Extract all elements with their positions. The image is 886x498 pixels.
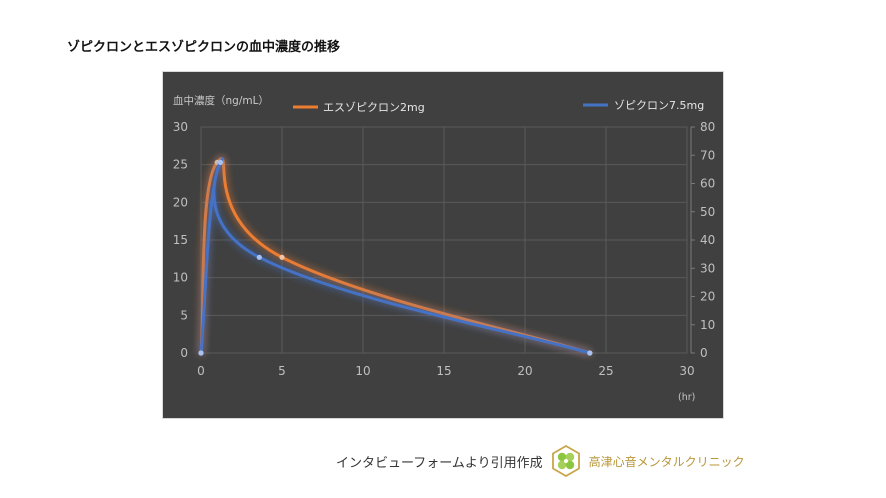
svg-text:30: 30 bbox=[173, 120, 188, 134]
data-point bbox=[279, 254, 285, 260]
legend-label-zopiclone: ゾピクロン7.5mg bbox=[614, 99, 704, 112]
clover-hexagon-logo-icon bbox=[551, 445, 580, 477]
svg-text:5: 5 bbox=[278, 364, 286, 378]
svg-text:80: 80 bbox=[700, 120, 715, 134]
clinic-name: 高津心音メンタルクリニック bbox=[588, 454, 745, 469]
svg-text:40: 40 bbox=[700, 233, 715, 247]
series-zopiclone bbox=[198, 157, 593, 356]
source-text: インタビューフォームより引用作成 bbox=[336, 455, 543, 471]
data-point bbox=[256, 254, 262, 260]
svg-text:10: 10 bbox=[173, 271, 188, 285]
svg-text:25: 25 bbox=[598, 364, 613, 378]
svg-text:30: 30 bbox=[679, 364, 694, 378]
chart-axes bbox=[690, 126, 695, 354]
svg-text:0: 0 bbox=[180, 346, 188, 360]
x-axis-unit: (hr) bbox=[678, 392, 695, 403]
chart-legend: エスゾピクロン2mg ゾピクロン7.5mg bbox=[293, 99, 704, 114]
svg-text:70: 70 bbox=[700, 148, 715, 162]
data-point bbox=[587, 350, 593, 356]
svg-text:15: 15 bbox=[436, 364, 451, 378]
svg-text:10: 10 bbox=[700, 318, 715, 332]
page-title: ゾピクロンとエスゾピクロンの血中濃度の推移 bbox=[67, 40, 341, 55]
line-chart: 0 5 10 15 20 25 30 0 5 10 15 20 25 30 0 10 20 30 40 50 60 70 8… bbox=[173, 94, 716, 403]
data-point bbox=[217, 159, 224, 166]
legend-label-eszopiclone: エスゾピクロン2mg bbox=[323, 101, 425, 114]
svg-text:30: 30 bbox=[700, 261, 715, 275]
svg-text:25: 25 bbox=[173, 158, 188, 172]
svg-text:15: 15 bbox=[173, 233, 188, 247]
chart-tick-labels: 0 5 10 15 20 25 30 0 5 10 15 20 25 30 0 10 20 30 40 50 60 70 8… bbox=[173, 120, 716, 378]
svg-text:20: 20 bbox=[700, 290, 715, 304]
chart-series bbox=[198, 157, 593, 356]
chart-panel: 0 5 10 15 20 25 30 0 5 10 15 20 25 30 0 10 20 30 40 50 60 70 8… bbox=[162, 71, 724, 419]
svg-text:10: 10 bbox=[355, 364, 370, 378]
svg-text:60: 60 bbox=[700, 177, 715, 191]
data-point bbox=[198, 350, 204, 356]
chart-gridlines bbox=[200, 126, 688, 354]
y-axis-title: 血中濃度（ng/mL） bbox=[173, 94, 269, 107]
svg-text:50: 50 bbox=[700, 205, 715, 219]
svg-text:0: 0 bbox=[700, 346, 708, 360]
svg-text:5: 5 bbox=[180, 308, 188, 322]
svg-text:20: 20 bbox=[517, 364, 532, 378]
svg-text:0: 0 bbox=[197, 364, 205, 378]
svg-text:20: 20 bbox=[173, 195, 188, 209]
footer-credit: インタビューフォームより引用作成 高津心音メンタルクリニック bbox=[336, 445, 745, 477]
